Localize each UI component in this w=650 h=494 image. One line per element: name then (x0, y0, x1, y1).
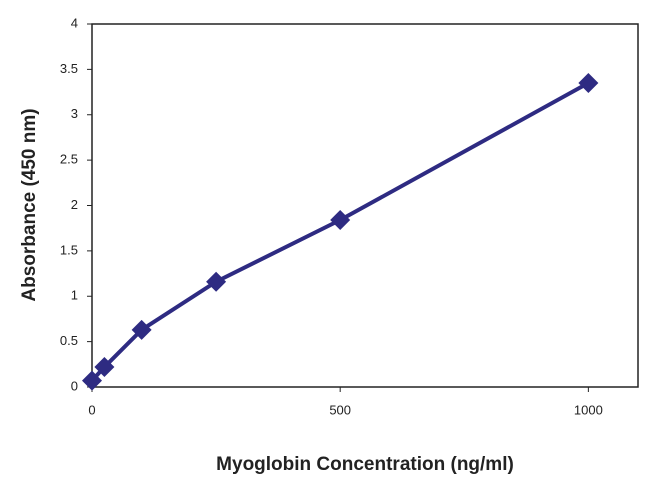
y-tick-label: 3 (71, 106, 78, 121)
y-tick-label: 0 (71, 378, 78, 393)
y-tick-label: 2 (71, 197, 78, 212)
x-tick-label: 500 (329, 402, 351, 417)
marker (578, 72, 599, 93)
x-tick-label: 0 (88, 402, 95, 417)
y-tick-label: 1.5 (60, 242, 78, 257)
x-axis-title: Myoglobin Concentration (ng/ml) (216, 454, 514, 475)
y-tick-label: 0.5 (60, 333, 78, 348)
marker (206, 271, 227, 292)
marker (94, 357, 115, 378)
line (90, 81, 590, 382)
x-tick-label: 1000 (574, 402, 603, 417)
marker (131, 319, 152, 340)
marker (330, 210, 351, 231)
y-tick-label: 2.5 (60, 152, 78, 167)
y-tick-label: 4 (71, 15, 78, 30)
y-tick-label: 3.5 (60, 61, 78, 76)
y-axis-title: Absorbance (450 nm) (19, 108, 40, 301)
y-tick-label: 1 (71, 288, 78, 303)
marker (82, 370, 102, 391)
